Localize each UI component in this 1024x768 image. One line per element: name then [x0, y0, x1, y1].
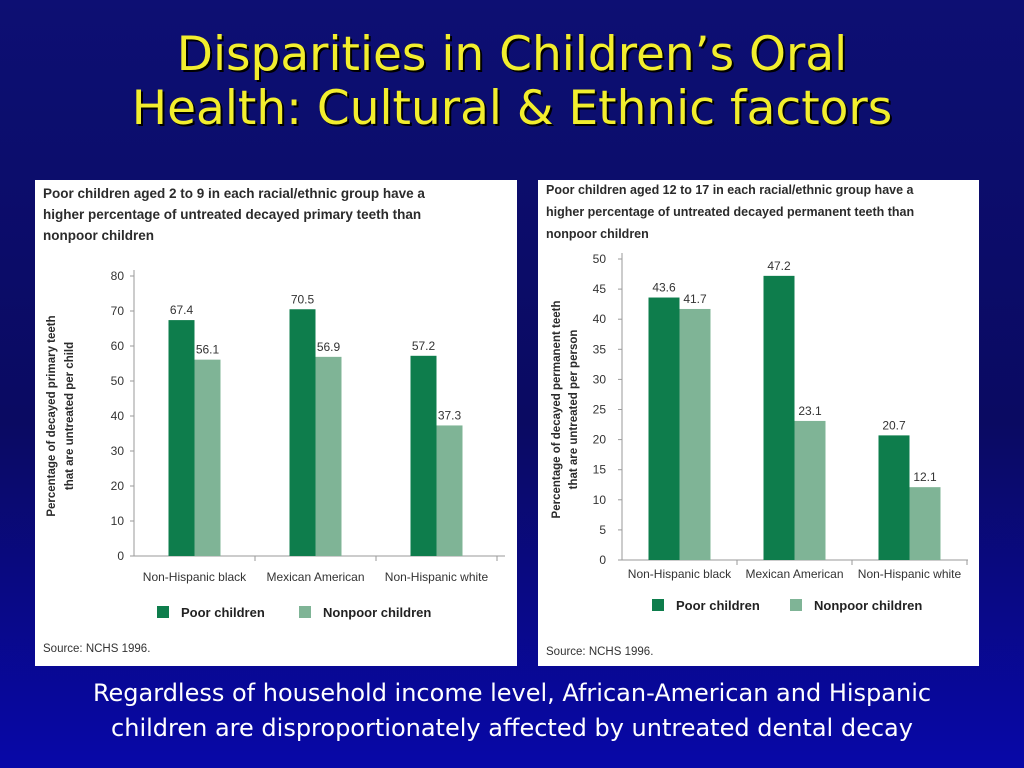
y-tick-label: 0 — [117, 549, 124, 563]
data-label: 56.1 — [196, 343, 220, 357]
y-tick-label: 40 — [111, 409, 125, 423]
y-axis-label: that are untreated per child — [64, 342, 76, 490]
category-label: Mexican American — [745, 567, 843, 581]
bar-poor — [410, 355, 437, 556]
bar-nonpoor — [436, 425, 463, 556]
legend-swatch — [652, 599, 664, 611]
data-label: 41.7 — [683, 292, 707, 306]
bar-nonpoor — [909, 487, 941, 560]
bar-poor — [648, 297, 680, 560]
category-label: Non-Hispanic white — [858, 567, 962, 581]
y-tick-label: 30 — [593, 372, 607, 386]
chart-title-line: higher percentage of untreated decayed p… — [546, 205, 914, 219]
y-tick-label: 80 — [111, 269, 125, 283]
y-tick-label: 50 — [593, 252, 607, 266]
legend-label: Nonpoor children — [323, 605, 431, 620]
y-axis-label: Percentage of decayed permanent teeth — [551, 301, 563, 519]
data-label: 47.2 — [767, 259, 791, 273]
caption-line-1: Regardless of household income level, Af… — [92, 679, 932, 707]
y-tick-label: 10 — [111, 514, 125, 528]
y-tick-label: 50 — [111, 374, 125, 388]
category-label: Non-Hispanic black — [143, 570, 247, 584]
bar-poor — [168, 320, 195, 556]
category-label: Non-Hispanic black — [628, 567, 732, 581]
chart-title-line: nonpoor children — [43, 228, 154, 243]
y-axis-label: that are untreated per person — [568, 330, 580, 490]
chart-primary-teeth: Poor children aged 2 to 9 in each racial… — [43, 186, 505, 655]
bar-nonpoor — [679, 308, 711, 560]
y-tick-label: 60 — [111, 339, 125, 353]
slide-caption: Regardless of household income level, Af… — [0, 676, 1024, 746]
bar-nonpoor — [794, 420, 826, 560]
source-note: Source: NCHS 1996. — [546, 646, 653, 658]
chart-title-line: nonpoor children — [546, 227, 649, 241]
y-tick-label: 10 — [593, 493, 607, 507]
y-tick-label: 20 — [111, 479, 125, 493]
bar-poor — [878, 435, 910, 560]
y-tick-label: 30 — [111, 444, 125, 458]
data-label: 70.5 — [291, 292, 315, 306]
y-tick-label: 15 — [593, 463, 607, 477]
chart-title-line: higher percentage of untreated decayed p… — [43, 207, 421, 222]
y-axis-label: Percentage of decayed primary teeth — [46, 315, 58, 516]
data-label: 23.1 — [798, 404, 822, 418]
chart-panel-primary-teeth: Poor children aged 2 to 9 in each racial… — [35, 180, 517, 666]
y-tick-label: 35 — [593, 342, 607, 356]
data-label: 56.9 — [317, 340, 341, 354]
legend-swatch — [157, 606, 169, 618]
chart-permanent-teeth: Poor children aged 12 to 17 in each raci… — [546, 183, 968, 658]
legend-swatch — [790, 599, 802, 611]
y-tick-label: 0 — [599, 553, 606, 567]
bar-nonpoor — [194, 359, 221, 556]
legend-label: Nonpoor children — [814, 598, 922, 613]
bar-poor — [763, 275, 795, 560]
y-tick-label: 45 — [593, 282, 607, 296]
y-tick-label: 5 — [599, 523, 606, 537]
slide-title: Disparities in Children’s Oral Health: C… — [0, 28, 1024, 136]
data-label: 12.1 — [913, 470, 937, 484]
source-note: Source: NCHS 1996. — [43, 643, 150, 655]
bar-nonpoor — [315, 356, 342, 556]
y-tick-label: 25 — [593, 403, 607, 417]
legend-swatch — [299, 606, 311, 618]
y-tick-label: 70 — [111, 304, 125, 318]
legend-label: Poor children — [181, 605, 265, 620]
chart-title-line: Poor children aged 12 to 17 in each raci… — [546, 183, 915, 197]
data-label: 37.3 — [438, 408, 462, 422]
chart-title-line: Poor children aged 2 to 9 in each racial… — [43, 186, 425, 201]
legend-label: Poor children — [676, 598, 760, 613]
bar-poor — [289, 309, 316, 556]
slide-title-line-1: Disparities in Children’s Oral — [176, 27, 848, 82]
category-label: Mexican American — [266, 570, 364, 584]
y-tick-label: 40 — [593, 312, 607, 326]
data-label: 67.4 — [170, 303, 194, 317]
caption-line-2: children are disproportionately affected… — [111, 714, 913, 742]
y-tick-label: 20 — [593, 433, 607, 447]
chart-panel-permanent-teeth: Poor children aged 12 to 17 in each raci… — [538, 180, 979, 666]
category-label: Non-Hispanic white — [385, 570, 489, 584]
data-label: 20.7 — [882, 418, 906, 432]
slide-title-line-2: Health: Cultural & Ethnic factors — [131, 81, 893, 136]
data-label: 43.6 — [652, 281, 676, 295]
data-label: 57.2 — [412, 339, 436, 353]
